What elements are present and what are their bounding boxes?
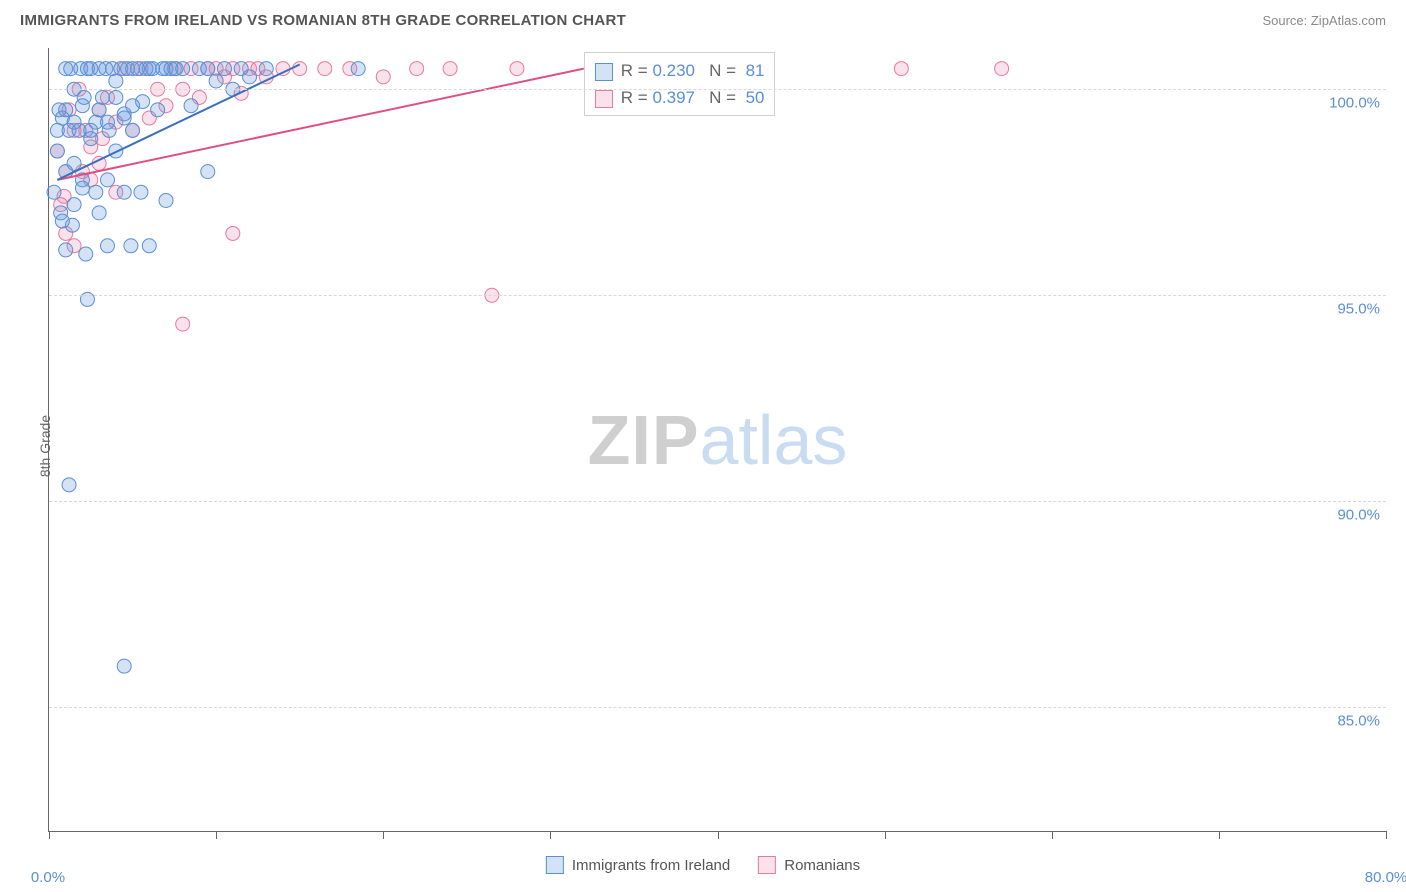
source-name: ZipAtlas.com — [1311, 13, 1386, 28]
gridline-h — [49, 295, 1386, 296]
scatter-point — [67, 198, 81, 212]
scatter-point — [75, 99, 89, 113]
x-tick — [49, 831, 50, 839]
legend-item: Romanians — [758, 856, 860, 874]
x-tick-label: 80.0% — [1365, 869, 1406, 886]
chart-plot-area: ZIPatlas R = 0.230 N = 81R = 0.397 N = 5… — [48, 48, 1386, 832]
scatter-point — [92, 206, 106, 220]
scatter-point — [109, 90, 123, 104]
scatter-point — [62, 478, 76, 492]
scatter-point — [184, 99, 198, 113]
scatter-point — [142, 239, 156, 253]
scatter-point — [100, 239, 114, 253]
x-tick — [216, 831, 217, 839]
scatter-point — [226, 226, 240, 240]
scatter-point — [67, 156, 81, 170]
source-attribution: Source: ZipAtlas.com — [1262, 13, 1386, 28]
scatter-point — [209, 74, 223, 88]
scatter-point — [201, 62, 215, 76]
scatter-point — [176, 317, 190, 331]
x-tick — [383, 831, 384, 839]
scatter-point — [50, 123, 64, 137]
gridline-h — [49, 501, 1386, 502]
scatter-point — [126, 99, 140, 113]
scatter-point — [95, 90, 109, 104]
stats-row: R = 0.230 N = 81 — [595, 57, 765, 84]
stats-text: R = 0.230 N = 81 — [621, 61, 765, 80]
scatter-point — [117, 111, 131, 125]
scatter-point — [995, 62, 1009, 76]
scatter-svg — [49, 48, 1386, 831]
scatter-point — [293, 62, 307, 76]
scatter-point — [126, 123, 140, 137]
scatter-point — [50, 144, 64, 158]
scatter-point — [124, 239, 138, 253]
correlation-stats-box: R = 0.230 N = 81 R = 0.397 N = 50 — [584, 52, 776, 116]
legend-swatch-icon — [758, 856, 776, 874]
x-tick — [1386, 831, 1387, 839]
x-tick — [1052, 831, 1053, 839]
scatter-point — [100, 115, 114, 129]
scatter-point — [151, 103, 165, 117]
y-tick-label: 100.0% — [1329, 95, 1380, 112]
x-tick — [885, 831, 886, 839]
scatter-point — [59, 103, 73, 117]
gridline-h — [49, 707, 1386, 708]
gridline-h — [49, 89, 1386, 90]
scatter-point — [318, 62, 332, 76]
x-tick-label: 0.0% — [31, 869, 65, 886]
scatter-point — [351, 62, 365, 76]
chart-title: IMMIGRANTS FROM IRELAND VS ROMANIAN 8TH … — [20, 12, 626, 29]
scatter-point — [376, 70, 390, 84]
scatter-point — [259, 62, 273, 76]
legend-swatch-icon — [595, 63, 613, 81]
legend-item: Immigrants from Ireland — [546, 856, 730, 874]
legend: Immigrants from Ireland Romanians — [546, 856, 860, 874]
scatter-point — [443, 62, 457, 76]
scatter-point — [59, 243, 73, 257]
legend-label: Romanians — [784, 857, 860, 874]
stats-text: R = 0.397 N = 50 — [621, 88, 765, 107]
legend-label: Immigrants from Ireland — [572, 857, 730, 874]
scatter-point — [159, 193, 173, 207]
scatter-point — [117, 659, 131, 673]
chart-header: IMMIGRANTS FROM IRELAND VS ROMANIAN 8TH … — [0, 0, 1406, 37]
scatter-point — [79, 247, 93, 261]
legend-swatch-icon — [595, 90, 613, 108]
scatter-point — [47, 185, 61, 199]
x-tick — [1219, 831, 1220, 839]
scatter-point — [134, 185, 148, 199]
scatter-point — [89, 185, 103, 199]
scatter-point — [117, 185, 131, 199]
scatter-point — [100, 173, 114, 187]
y-tick-label: 95.0% — [1337, 301, 1380, 318]
scatter-point — [201, 165, 215, 179]
scatter-point — [894, 62, 908, 76]
source-prefix: Source: — [1262, 13, 1310, 28]
scatter-point — [92, 103, 106, 117]
y-tick-label: 90.0% — [1337, 507, 1380, 524]
scatter-point — [410, 62, 424, 76]
legend-swatch-icon — [546, 856, 564, 874]
scatter-point — [217, 62, 231, 76]
y-tick-label: 85.0% — [1337, 713, 1380, 730]
scatter-point — [67, 115, 81, 129]
x-tick — [550, 831, 551, 839]
scatter-point — [176, 62, 190, 76]
scatter-point — [55, 214, 69, 228]
scatter-point — [243, 70, 257, 84]
x-tick — [718, 831, 719, 839]
scatter-point — [510, 62, 524, 76]
scatter-point — [84, 123, 98, 137]
